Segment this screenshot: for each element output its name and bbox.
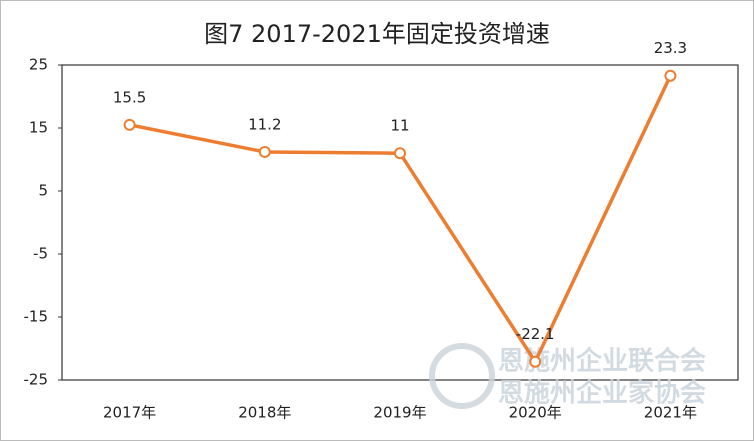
x-tick-label: 2018年: [238, 404, 291, 422]
point: [664, 69, 677, 82]
point: [394, 147, 406, 160]
y-tick-label: -5: [33, 245, 48, 263]
y-tick-label: 25: [29, 56, 48, 74]
data-label: 11: [390, 117, 409, 135]
x-tick-label: 2017年: [103, 404, 156, 422]
y-tick-label: -25: [24, 371, 49, 389]
watermark: 恩施州企业家协会: [498, 378, 706, 409]
y-tick-label: -15: [24, 308, 49, 326]
y-tick-label: 15: [29, 119, 48, 137]
chart-title: 图7 2017-2021年固定投资增速: [204, 20, 550, 48]
data-label: 11.2: [248, 115, 281, 133]
watermark-logo: [429, 343, 495, 409]
x-tick-label: 2019年: [373, 404, 426, 422]
point: [529, 355, 542, 368]
data-label: 15.5: [113, 88, 146, 106]
y-tick-label: 5: [38, 182, 48, 200]
point: [258, 145, 271, 158]
data-label: -22.1: [516, 325, 555, 343]
x-tick-label: 2021年: [644, 404, 697, 422]
plot-area: [61, 64, 739, 381]
data-label: 23.3: [654, 39, 687, 57]
x-tick-label: 2020年: [509, 404, 562, 422]
point: [123, 118, 136, 131]
